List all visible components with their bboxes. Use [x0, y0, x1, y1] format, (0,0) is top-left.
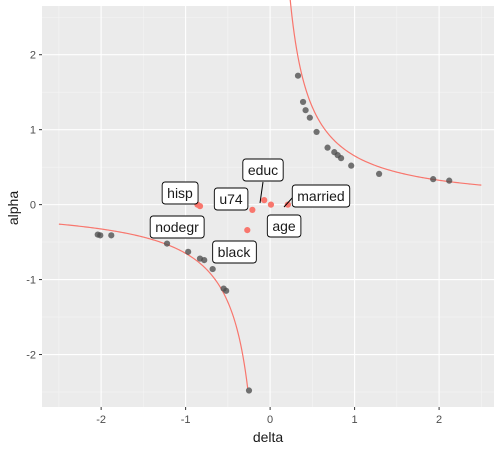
annotation-label: age: [272, 218, 296, 234]
data-point: [245, 387, 253, 394]
annotation-label: u74: [219, 191, 243, 207]
labeled-point-married: [284, 201, 291, 208]
x-tick-label: 2: [436, 414, 442, 426]
y-tick-label: 0: [30, 200, 36, 212]
annotation-age: age: [266, 214, 302, 238]
data-point: [302, 107, 309, 114]
annotation-u74: u74: [213, 187, 249, 211]
y-tick-label: -2: [26, 350, 36, 362]
x-tick-label: -2: [96, 414, 106, 426]
data-point: [306, 114, 313, 121]
labeled-point-educ: [261, 197, 268, 204]
tick-layer: -2 -1 0 1 2 -2 -1 0 1 2: [26, 50, 442, 426]
data-point: [209, 265, 216, 273]
data-point: [348, 162, 355, 169]
x-axis-title: delta: [253, 429, 284, 445]
annotation-educ: educ: [242, 158, 284, 182]
y-axis-title: alpha: [5, 191, 21, 225]
annotation-black: black: [212, 240, 257, 264]
curve-branch-1: [58, 223, 249, 389]
annotation-box: [213, 187, 249, 211]
y-tick-label: -1: [26, 275, 36, 287]
data-point: [446, 177, 453, 184]
annotation-label: black: [218, 244, 252, 260]
x-tick-label: -1: [181, 414, 191, 426]
data-point: [185, 248, 192, 255]
annotation-box: [242, 158, 284, 182]
labeled-point-black: [244, 227, 251, 234]
annotation-box: [149, 215, 205, 239]
labeled-point-age: [267, 201, 275, 208]
data-point: [299, 98, 307, 106]
data-point: [294, 72, 302, 79]
data-point: [108, 232, 115, 239]
annotation-nodegr: nodegr: [149, 215, 205, 239]
grid-layer: [42, 6, 494, 407]
annotation-label: educ: [248, 162, 278, 178]
annotation-box: [266, 214, 302, 238]
data-point: [430, 176, 437, 183]
plot-panel: [42, 6, 494, 407]
y-tick-label: 2: [30, 50, 36, 62]
annotation-box: [291, 184, 351, 208]
annotation-box: [212, 240, 257, 264]
labeled-point-u74: [249, 206, 256, 213]
data-point: [223, 287, 230, 294]
data-point: [337, 155, 345, 162]
data-point: [313, 128, 320, 136]
x-tick-label: 1: [352, 414, 358, 426]
data-point: [163, 240, 171, 247]
data-point: [97, 232, 104, 239]
annotation-box: [161, 181, 199, 205]
labeled-point-nodegr: [196, 203, 204, 210]
x-tick-label: 0: [267, 414, 273, 426]
annotation-label: nodegr: [155, 219, 199, 235]
data-point: [324, 144, 331, 151]
point-layer: [94, 72, 453, 394]
leader-line-educ: [259, 181, 264, 204]
annotation-label: hisp: [167, 185, 193, 201]
annotation-hisp: hisp: [161, 181, 199, 205]
y-tick-label: 1: [30, 125, 36, 137]
annotation-married: married: [291, 184, 351, 208]
data-point: [375, 170, 383, 177]
annotation-label: married: [297, 188, 344, 204]
data-point: [201, 256, 208, 264]
